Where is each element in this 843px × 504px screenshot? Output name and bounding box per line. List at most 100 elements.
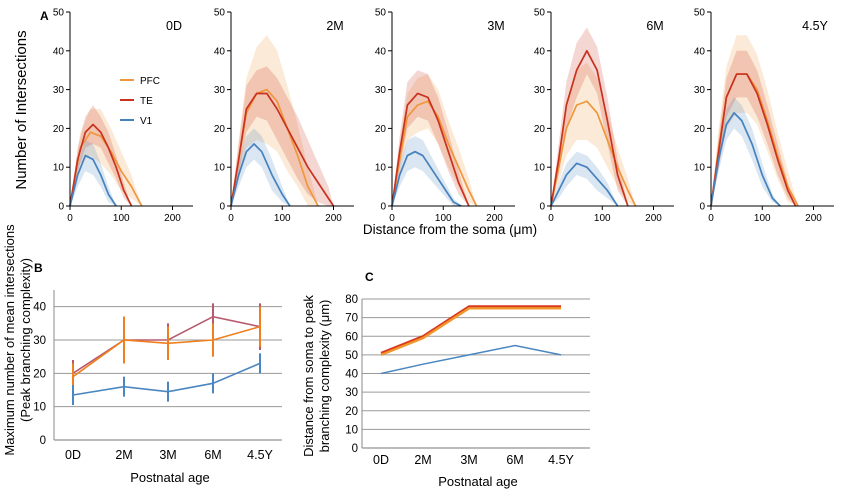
x-tick-label: 2M [414, 453, 431, 467]
x-tick-label: 0 [228, 213, 234, 224]
y-tick-label: 40 [694, 46, 706, 57]
series-pfc-line [72, 325, 261, 378]
series-v1-line [391, 150, 462, 207]
x-tick-label: 200 [325, 213, 342, 224]
series-pfc-line [380, 307, 561, 356]
y-tick-label: 40 [214, 46, 226, 57]
band-v1 [70, 140, 117, 206]
y-tick-label: 10 [375, 163, 387, 174]
y-tick-label: 10 [694, 163, 706, 174]
x-tick-label: 4.5Y [247, 448, 273, 462]
panel-a-label: A [40, 9, 49, 23]
series-v1-line [710, 112, 781, 207]
panel-a-ylabel: Number of Intersections [13, 30, 30, 189]
y-tick-label: 30 [214, 85, 226, 96]
panel-c-label: C [365, 270, 374, 284]
series-te-line [72, 315, 261, 375]
y-tick-label: 50 [694, 8, 706, 19]
x-tick-label: 100 [594, 213, 611, 224]
y-tick-label: 0 [539, 202, 545, 213]
y-tick-label: 10 [214, 163, 226, 174]
legend-label-te: TE [140, 96, 153, 107]
band-te [70, 105, 132, 206]
subplot-title: 3M [487, 19, 504, 33]
y-tick-label: 20 [33, 368, 46, 380]
y-tick-label: 20 [694, 124, 706, 135]
y-tick-label: 40 [33, 302, 46, 314]
x-tick-label: 3M [159, 448, 176, 462]
y-tick-label: 10 [534, 163, 546, 174]
series-pfc-line [550, 100, 637, 207]
series-v1-line [550, 162, 619, 207]
y-tick-label: 20 [53, 124, 65, 135]
series-te-line [380, 305, 561, 355]
legend-label-pfc: PFC [140, 76, 160, 87]
x-tick-label: 0D [373, 453, 389, 467]
y-tick-label: 30 [375, 85, 387, 96]
x-tick-label: 100 [113, 213, 130, 224]
panel-b-label: B [34, 261, 43, 275]
y-tick-label: 30 [53, 85, 65, 96]
series-te-line [69, 123, 133, 207]
y-tick-label: 40 [53, 46, 65, 57]
x-tick-label: 100 [274, 213, 291, 224]
y-tick-label: 0 [219, 202, 225, 213]
subplot-title: 2M [326, 19, 343, 33]
x-tick-label: 100 [435, 213, 452, 224]
y-tick-label: 60 [345, 331, 358, 343]
y-tick-label: 10 [33, 402, 46, 414]
band-pfc [70, 109, 142, 206]
y-tick-label: 20 [375, 124, 387, 135]
y-tick-label: 0 [380, 202, 386, 213]
y-tick-label: 30 [33, 335, 46, 347]
series-v1-line [380, 344, 562, 375]
series-te-line [230, 92, 335, 207]
x-tick-label: 2M [115, 448, 132, 462]
x-tick-label: 0 [389, 213, 395, 224]
series-te-line [391, 92, 470, 207]
y-tick-label: 20 [345, 406, 358, 418]
panel-b-ylabel-line2: (Peak branching complexity) [18, 258, 33, 422]
x-tick-label: 3M [460, 453, 477, 467]
subplot-2M: 0 10 20 30 40 50 0 100 200 2M [214, 8, 354, 224]
band-v1 [551, 151, 618, 206]
x-tick-label: 200 [645, 213, 662, 224]
y-tick-label: 30 [345, 387, 358, 399]
series-te-line [710, 73, 797, 207]
y-tick-label: 40 [534, 46, 546, 57]
band-te [231, 66, 334, 206]
panel-a-legend: PFC TE V1 [120, 76, 160, 127]
y-tick-label: 10 [345, 424, 358, 436]
subplot-title: 0D [166, 19, 182, 33]
band-pfc [551, 62, 636, 206]
y-tick-label: 50 [214, 8, 226, 19]
panel-a-xlabel: Distance from the soma (μm) [363, 222, 537, 237]
panel-a: A Number of Intersections Distance from … [13, 8, 834, 237]
panel-b-xlabel: Postnatal age [130, 470, 210, 485]
y-tick-label: 20 [534, 124, 546, 135]
band-te [392, 70, 469, 206]
series-te-line [550, 49, 629, 207]
panel-c-ylabel-line2: branching complexity (μm) [317, 300, 332, 453]
y-tick-label: 40 [375, 46, 387, 57]
subplot-4.5Y: 0 10 20 30 40 50 0 100 200 4.5Y [694, 8, 834, 224]
x-tick-label: 100 [754, 213, 771, 224]
panel-b: B Maximum number of mean intersections (… [2, 224, 282, 485]
y-tick-label: 30 [694, 85, 706, 96]
y-tick-label: 70 [345, 313, 358, 325]
x-tick-label: 200 [164, 213, 181, 224]
x-tick-label: 0 [67, 213, 73, 224]
band-pfc [711, 35, 799, 206]
subplot-6M: 0 10 20 30 40 50 0 100 200 6M [534, 8, 674, 224]
y-tick-label: 50 [534, 8, 546, 19]
x-tick-label: 4.5Y [548, 453, 574, 467]
y-tick-label: 50 [53, 8, 65, 19]
series-v1-line [72, 362, 261, 396]
subplot-title: 4.5Y [802, 19, 828, 33]
y-tick-label: 0 [40, 435, 46, 447]
panel-c: C Distance from soma to peak branching c… [301, 270, 590, 489]
x-tick-label: 0 [708, 213, 714, 224]
x-tick-label: 0 [548, 213, 554, 224]
panel-c-xlabel: Postnatal age [438, 474, 518, 489]
band-te [711, 50, 796, 206]
